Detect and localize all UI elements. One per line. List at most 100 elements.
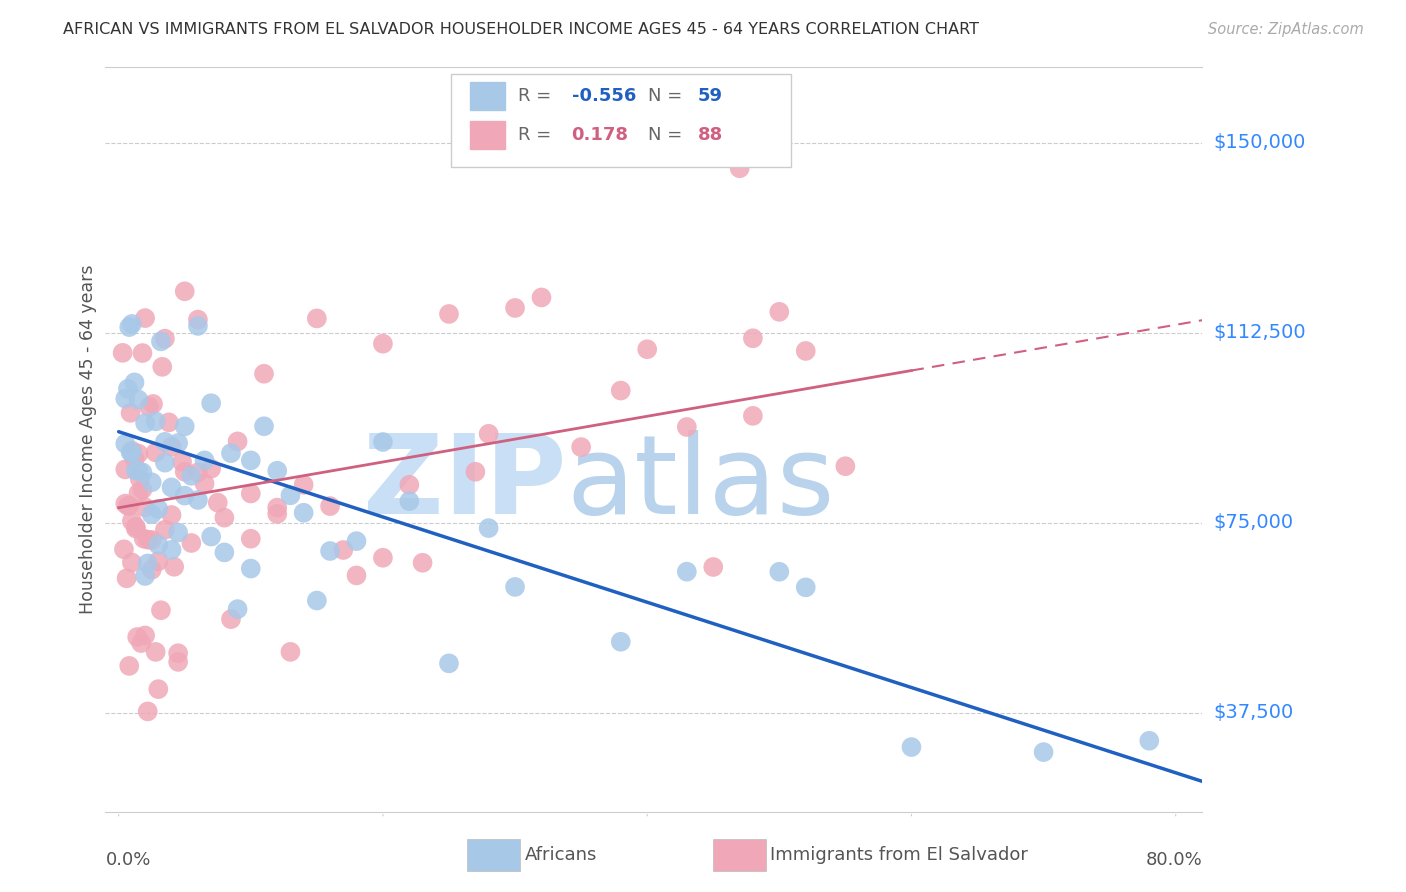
Point xyxy=(702,560,724,574)
Point xyxy=(172,455,194,469)
Point xyxy=(127,630,149,644)
Point xyxy=(145,645,167,659)
Point xyxy=(141,533,163,547)
Point xyxy=(610,634,633,648)
Bar xyxy=(470,82,505,110)
Point xyxy=(120,406,142,420)
Point xyxy=(187,493,209,508)
Point xyxy=(398,494,420,508)
Text: $75,000: $75,000 xyxy=(1213,514,1294,533)
Text: $37,500: $37,500 xyxy=(1213,704,1294,723)
Point xyxy=(1032,745,1054,759)
Text: AFRICAN VS IMMIGRANTS FROM EL SALVADOR HOUSEHOLDER INCOME AGES 45 - 64 YEARS COR: AFRICAN VS IMMIGRANTS FROM EL SALVADOR H… xyxy=(63,22,979,37)
Point xyxy=(200,530,222,544)
Point xyxy=(121,317,143,331)
Text: 0.178: 0.178 xyxy=(571,126,628,144)
Point xyxy=(207,495,229,509)
Point xyxy=(134,628,156,642)
Point xyxy=(371,336,394,351)
Point xyxy=(136,705,159,719)
Point xyxy=(127,447,149,461)
Point xyxy=(114,462,136,476)
Point xyxy=(145,414,167,428)
Point xyxy=(127,464,149,478)
Point xyxy=(173,419,195,434)
Text: 0.0%: 0.0% xyxy=(105,851,150,869)
Point xyxy=(121,556,143,570)
Point xyxy=(266,507,288,521)
Point xyxy=(412,556,434,570)
Point xyxy=(114,436,136,450)
Point xyxy=(114,392,136,406)
Point xyxy=(117,382,139,396)
Point xyxy=(134,416,156,430)
Point xyxy=(141,475,163,490)
Point xyxy=(153,434,176,449)
Point xyxy=(768,565,790,579)
Point xyxy=(160,440,183,454)
Text: N =: N = xyxy=(648,126,689,144)
Point xyxy=(180,536,202,550)
Point xyxy=(173,489,195,503)
Point xyxy=(136,557,159,571)
Point xyxy=(148,502,170,516)
Point xyxy=(120,445,142,459)
Text: 88: 88 xyxy=(697,126,723,144)
Text: N =: N = xyxy=(648,87,689,105)
FancyBboxPatch shape xyxy=(451,74,790,168)
Point xyxy=(900,740,922,755)
Point xyxy=(167,525,190,540)
Point xyxy=(111,346,134,360)
Point xyxy=(148,682,170,697)
Point xyxy=(768,305,790,319)
Point xyxy=(346,568,368,582)
Point xyxy=(131,346,153,360)
Point xyxy=(121,445,143,459)
Point xyxy=(153,332,176,346)
Point xyxy=(200,396,222,410)
Point xyxy=(125,464,148,478)
Point xyxy=(610,384,633,398)
Point xyxy=(305,593,328,607)
Point xyxy=(569,440,592,454)
Point xyxy=(214,510,236,524)
Point xyxy=(149,334,172,349)
Y-axis label: Householder Income Ages 45 - 64 years: Householder Income Ages 45 - 64 years xyxy=(79,265,97,614)
Text: Immigrants from El Salvador: Immigrants from El Salvador xyxy=(770,847,1028,864)
Text: $150,000: $150,000 xyxy=(1213,134,1306,153)
Point xyxy=(121,443,143,458)
Point xyxy=(371,550,394,565)
Point xyxy=(239,453,262,467)
Text: atlas: atlas xyxy=(567,431,835,538)
Point xyxy=(371,435,394,450)
Point xyxy=(167,436,190,450)
Point xyxy=(226,602,249,616)
Point xyxy=(219,446,242,460)
Point xyxy=(131,466,153,480)
Point xyxy=(530,290,553,304)
Point xyxy=(741,331,763,345)
Point xyxy=(118,320,141,334)
Point xyxy=(437,657,460,671)
Point xyxy=(173,465,195,479)
Point xyxy=(1137,733,1160,747)
Point xyxy=(794,343,817,358)
Point xyxy=(675,565,697,579)
Point xyxy=(219,612,242,626)
Point xyxy=(153,523,176,537)
Point xyxy=(214,545,236,559)
Point xyxy=(239,532,262,546)
Point xyxy=(167,655,190,669)
Point xyxy=(239,561,262,575)
Point xyxy=(226,434,249,449)
Point xyxy=(125,520,148,534)
Point xyxy=(728,161,751,176)
Point xyxy=(153,456,176,470)
Point xyxy=(163,559,186,574)
Point xyxy=(253,367,276,381)
Point xyxy=(503,580,526,594)
Point xyxy=(834,459,856,474)
Point xyxy=(145,445,167,459)
Point xyxy=(134,569,156,583)
Point xyxy=(266,464,288,478)
